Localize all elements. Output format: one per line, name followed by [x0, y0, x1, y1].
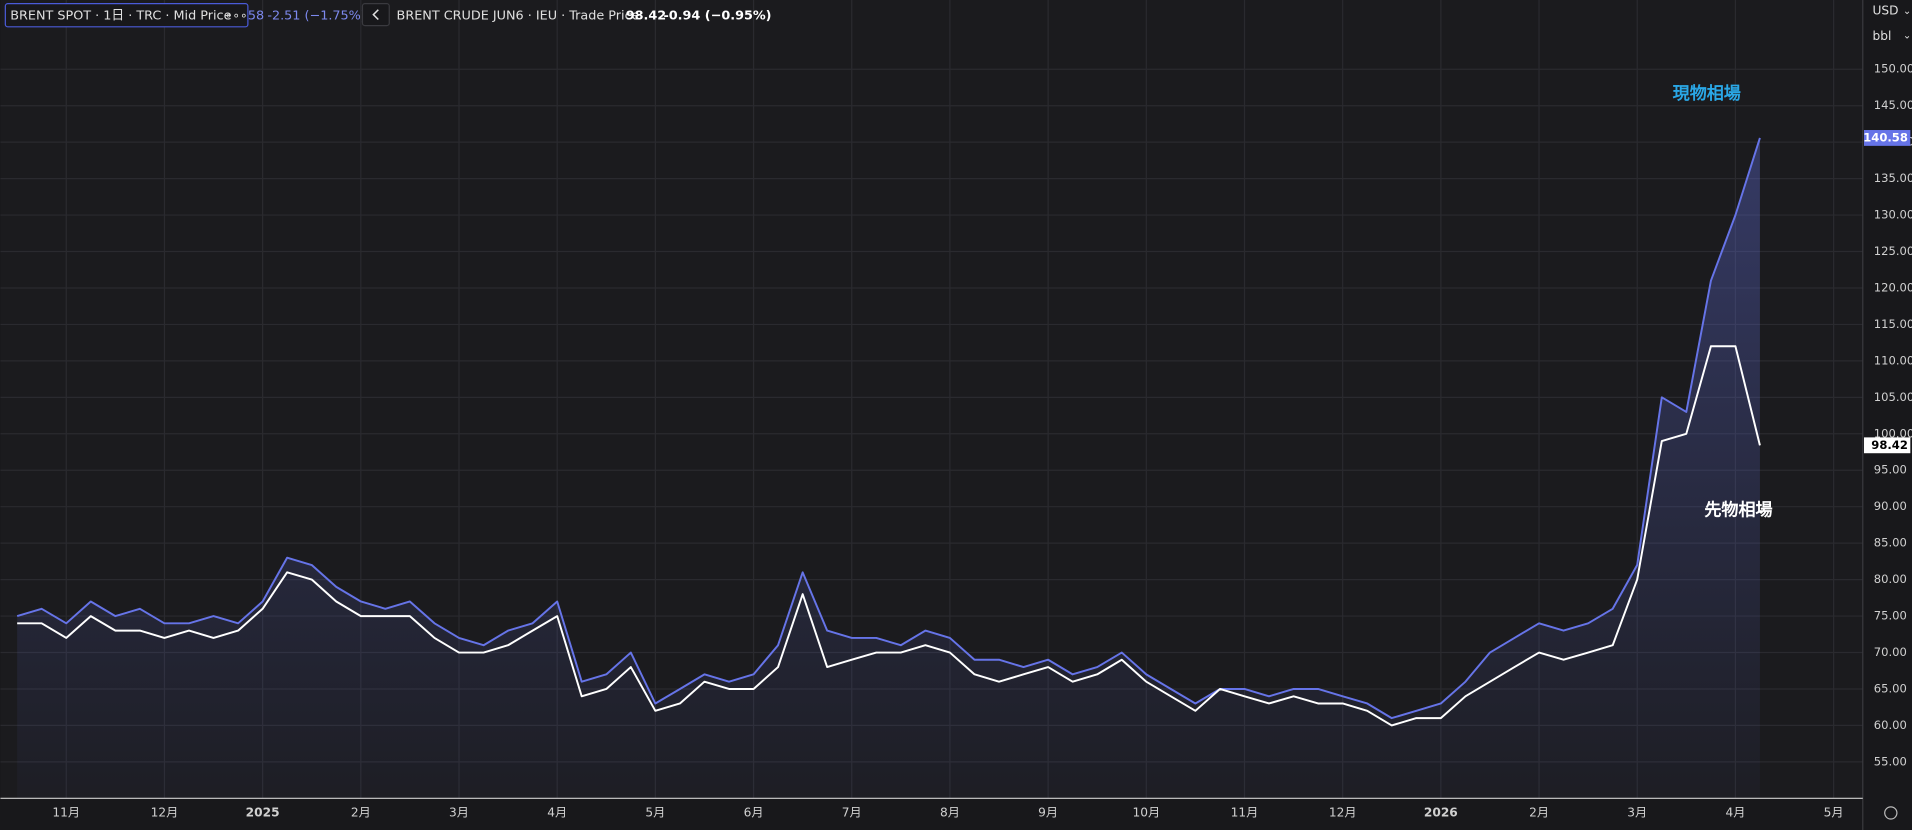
- x-tick-label: 2025: [246, 805, 280, 819]
- legend-box[interactable]: [4, 3, 249, 28]
- y-tick-label: 80.00: [1874, 572, 1907, 586]
- x-tick-label: 5月: [645, 805, 665, 819]
- x-tick-label: 2026: [1424, 805, 1458, 819]
- y-tick-label: 130.00: [1874, 208, 1912, 222]
- currency[interactable]: USD: [1873, 3, 1899, 17]
- settings-icon[interactable]: [1884, 806, 1898, 820]
- x-tick-label: 12月: [151, 805, 179, 819]
- legend-futures-name: BRENT CRUDE JUN6 · IEU · Trade Price: [397, 8, 640, 23]
- y-tick-label: 115.00: [1874, 317, 1912, 331]
- y-tick-label: 105.00: [1874, 390, 1912, 404]
- y-tick-label: 75.00: [1874, 609, 1907, 623]
- legend-spot-name: BRENT SPOT · 1日 · TRC · Mid Price: [10, 8, 231, 23]
- x-tick-label: 4月: [547, 805, 567, 819]
- y-tick-label: 70.00: [1874, 645, 1907, 659]
- x-tick-label: 7月: [842, 805, 862, 819]
- y-tick-label: 90.00: [1874, 499, 1907, 513]
- y-tick-label: 120.00: [1874, 280, 1912, 294]
- legend-menu[interactable]: ∘∘∘: [225, 8, 248, 22]
- x-tick-label: 2月: [1529, 805, 1549, 819]
- legend-spot-fragment: 58: [248, 8, 264, 23]
- labels: 55.00 60.00 65.00 70.00 75.00 80.00 85.00 90.00…: [52, 62, 1912, 820]
- y-tick-label: 135.00: [1874, 171, 1912, 185]
- x-tick-label: 3月: [449, 805, 469, 819]
- y-tick-label: 100.00: [1874, 426, 1912, 440]
- last-value-label: 140.58: [1863, 130, 1908, 144]
- last-value-badge: [1864, 130, 1911, 146]
- line: [17, 345, 1761, 727]
- y-tick-label: 125.00: [1874, 244, 1912, 258]
- annotation: 先物相場: [1704, 500, 1772, 521]
- marks: [16, 137, 1761, 799]
- y-tick-label: 55.00: [1874, 754, 1907, 768]
- annotation: 現物相場: [1673, 83, 1741, 104]
- x-tick-label: 10月: [1132, 805, 1160, 819]
- currency-dropdown[interactable]: ⌄: [1903, 6, 1911, 17]
- y-tick-label: 150.00: [1874, 62, 1912, 76]
- y-tick-label: 85.00: [1874, 536, 1907, 550]
- area: [17, 137, 1760, 799]
- x-tick-label: 9月: [1038, 805, 1058, 819]
- collapse-icon: [372, 9, 379, 21]
- line: [16, 137, 1761, 720]
- x-tick-label: 3月: [1627, 805, 1647, 819]
- unit-dropdown[interactable]: ⌄: [1903, 30, 1911, 41]
- collapse-button[interactable]: [361, 3, 390, 27]
- y-tick-label: 65.00: [1874, 681, 1907, 695]
- unit[interactable]: bbl: [1873, 29, 1892, 43]
- y-tick-label: 110.00: [1874, 353, 1912, 367]
- x-tick-label: 2月: [351, 805, 371, 819]
- x-tick-label: 12月: [1329, 805, 1357, 819]
- y-tick-label: 60.00: [1874, 718, 1907, 732]
- legend-spot-change: -2.51 (−1.75%): [267, 8, 365, 23]
- legend-futures-change: -0.94 (−0.95%): [663, 8, 771, 23]
- x-tick-label: 4月: [1725, 805, 1745, 819]
- x-tick-label: 11月: [52, 805, 80, 819]
- legend-futures-last: 98.42: [626, 8, 666, 23]
- x-tick-label: 5月: [1824, 805, 1844, 819]
- x-tick-label: 6月: [744, 805, 764, 819]
- x-tick-label: 8月: [940, 805, 960, 819]
- last-value-label: 98.42: [1871, 438, 1908, 452]
- y-tick-label: 95.00: [1874, 463, 1907, 477]
- x-tick-label: 11月: [1231, 805, 1259, 819]
- last-value-badge: [1864, 437, 1911, 454]
- y-tick-label: 145.00: [1874, 98, 1912, 112]
